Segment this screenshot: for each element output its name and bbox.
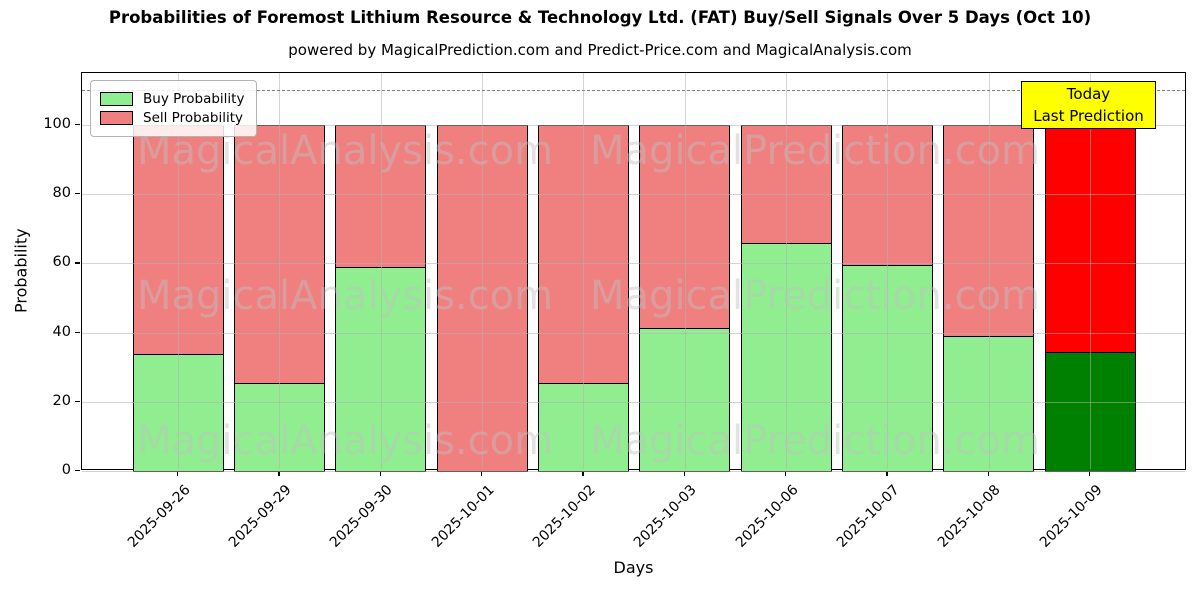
h-gridline-100 bbox=[82, 124, 1185, 126]
legend-item: Buy Probability bbox=[100, 91, 244, 107]
y-tick-mark bbox=[75, 400, 80, 403]
x-tick-label: 2025-09-30 bbox=[327, 482, 397, 551]
x-tick-mark bbox=[177, 471, 179, 476]
x-tick-mark bbox=[278, 471, 280, 476]
chart-title: Probabilities of Foremost Lithium Resour… bbox=[108, 8, 1092, 27]
v-gridline-2025-09-30 bbox=[380, 73, 382, 469]
y-tick-mark bbox=[75, 193, 80, 195]
h-gridline-40 bbox=[82, 332, 1185, 334]
x-tick-mark bbox=[582, 471, 584, 476]
v-gridline-2025-10-06 bbox=[786, 73, 788, 469]
x-tick-label: 2025-09-26 bbox=[124, 482, 194, 551]
watermark-text: MagicalPrediction.com bbox=[590, 418, 1040, 464]
h-gridline-80 bbox=[82, 194, 1185, 196]
watermark-text: MagicalPrediction.com bbox=[590, 273, 1040, 319]
x-tick-label: 2025-10-07 bbox=[833, 482, 903, 551]
x-tick-mark bbox=[987, 471, 990, 476]
legend-label: Sell Probability bbox=[143, 110, 244, 126]
watermark-text: MagicalPrediction.com bbox=[590, 128, 1040, 174]
x-tick-label: 2025-10-08 bbox=[935, 482, 1005, 551]
y-tick-label-60: 60 bbox=[52, 254, 71, 271]
x-tick-label: 2025-10-06 bbox=[732, 482, 802, 551]
today-annotation-line1: Today bbox=[1066, 85, 1111, 103]
x-tick-mark bbox=[379, 471, 381, 476]
v-gridline-2025-10-02 bbox=[583, 73, 585, 469]
y-tick-mark bbox=[75, 331, 80, 333]
legend-label: Buy Probability bbox=[143, 91, 245, 107]
watermark-text: MagicalAnalysis.com bbox=[136, 418, 554, 464]
v-gridline-2025-09-26 bbox=[178, 73, 179, 469]
today-annotation-line2: Last Prediction bbox=[1033, 107, 1144, 125]
x-tick-label: 2025-10-09 bbox=[1036, 482, 1106, 551]
x-tick-label: 2025-10-01 bbox=[428, 482, 498, 551]
v-gridline-2025-10-07 bbox=[887, 73, 889, 469]
legend-swatch-icon bbox=[100, 111, 133, 125]
x-tick-mark bbox=[886, 471, 888, 476]
legend: Buy Probability Sell Probability bbox=[90, 80, 258, 137]
v-gridline-2025-10-09 bbox=[1090, 73, 1092, 469]
h-gridline-60 bbox=[82, 263, 1185, 265]
y-tick-label-20: 20 bbox=[52, 392, 71, 409]
y-axis-label: Probability bbox=[11, 228, 31, 314]
legend-item: Sell Probability bbox=[100, 110, 244, 126]
v-gridline-2025-10-08 bbox=[988, 73, 990, 469]
y-tick-label-40: 40 bbox=[52, 323, 71, 340]
chart-subtitle: powered by MagicalPrediction.com and Pre… bbox=[288, 41, 912, 59]
x-tick-label: 2025-10-03 bbox=[631, 482, 701, 551]
plot-area: MagicalAnalysis.com MagicalPrediction.com… bbox=[81, 72, 1186, 473]
h-gridline-0 bbox=[82, 471, 1185, 472]
x-tick-label: 2025-09-29 bbox=[225, 482, 295, 551]
y-tick-mark bbox=[75, 470, 80, 472]
watermark-text: MagicalAnalysis.com bbox=[136, 273, 554, 319]
y-tick-label-80: 80 bbox=[52, 185, 71, 202]
legend-swatch-icon bbox=[100, 92, 133, 106]
h-gridline-20 bbox=[82, 401, 1185, 403]
v-gridline-2025-09-29 bbox=[279, 73, 281, 469]
today-annotation: Today Last Prediction bbox=[1021, 81, 1156, 129]
x-tick-mark bbox=[1089, 471, 1091, 476]
x-tick-mark bbox=[683, 471, 686, 476]
threshold-dashed-line bbox=[82, 90, 1185, 92]
y-tick-mark bbox=[75, 262, 80, 264]
y-tick-mark bbox=[75, 123, 80, 126]
x-tick-mark bbox=[785, 471, 787, 476]
y-tick-label-0: 0 bbox=[61, 462, 71, 478]
v-gridline-2025-10-01 bbox=[482, 73, 484, 469]
x-axis-label: Days bbox=[613, 558, 654, 577]
y-tick-label-100: 100 bbox=[43, 115, 71, 132]
x-tick-mark bbox=[481, 471, 483, 476]
v-gridline-2025-10-03 bbox=[684, 73, 686, 469]
x-tick-label: 2025-10-02 bbox=[529, 482, 599, 551]
